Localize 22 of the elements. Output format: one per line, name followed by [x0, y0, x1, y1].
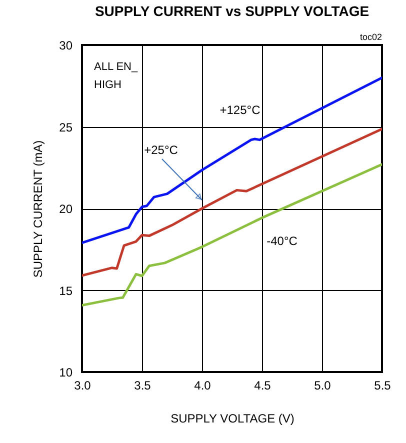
y-axis-title: SUPPLY CURRENT (mA): [31, 140, 46, 278]
x-tick-label: 3.0: [74, 378, 92, 392]
x-axis-title: SUPPLY VOLTAGE (V): [170, 412, 294, 426]
annotation: +25°C: [144, 143, 178, 157]
y-tick-label: 25: [59, 120, 73, 134]
y-tick-label: 20: [59, 202, 73, 216]
line-series: [82, 76, 382, 244]
x-tick-label: 3.5: [134, 378, 152, 392]
text: toc02: [360, 32, 382, 42]
y-tick-label: 30: [59, 38, 73, 52]
x-tick-label: 4.5: [254, 378, 272, 392]
chart-title: SUPPLY CURRENT vs SUPPLY VOLTAGE: [94, 3, 370, 19]
line-series: [82, 163, 382, 307]
annotation: +125°C: [220, 103, 261, 117]
annotation: ALL EN_ HIGH: [94, 61, 138, 91]
y-tick-label: 10: [59, 366, 73, 380]
x-tick-label: 5.5: [374, 378, 392, 392]
y-tick-label: 15: [59, 284, 73, 298]
annotation: -40°C: [266, 234, 298, 248]
x-tick-label: 5.0: [314, 378, 332, 392]
line-series: [82, 128, 382, 277]
x-tick-label: 4.0: [194, 378, 212, 392]
